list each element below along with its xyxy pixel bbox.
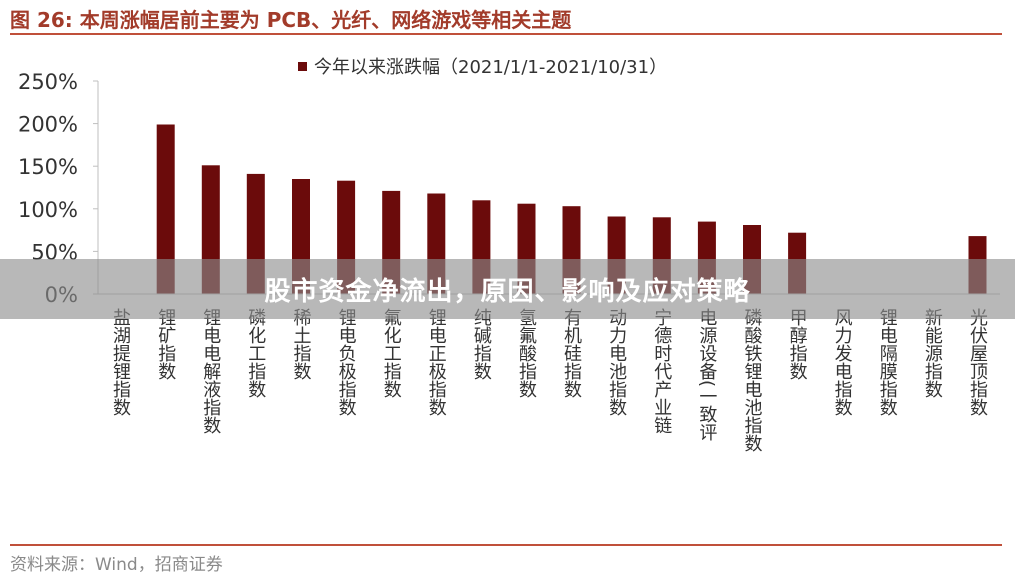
x-tick-label: 风力发电指数 — [832, 308, 853, 416]
x-tick-label: 电源设备(一致评 — [696, 308, 717, 441]
title-rule — [10, 33, 1002, 35]
bar — [156, 124, 175, 294]
source-note: 资料来源：Wind，招商证券 — [10, 555, 223, 575]
figure-title: 图 26: 本周涨幅居前主要为 PCB、光纤、网络游戏等相关主题 — [10, 8, 572, 32]
x-tick-label: 光伏屋顶指数 — [967, 308, 988, 416]
y-tick-label: 150% — [18, 155, 78, 179]
x-tick-label: 氢氟酸指数 — [516, 308, 537, 398]
chart-legend: 今年以来涨跌幅（2021/1/1-2021/10/31） — [298, 57, 667, 78]
y-tick-label: 250% — [18, 70, 78, 94]
x-tick-label: 锂电隔膜指数 — [877, 308, 898, 416]
banner-text: 股市资金净流出，原因、影响及应对策略 — [264, 276, 751, 307]
x-tick-label: 宁德时代产业链 — [651, 308, 672, 434]
x-tick-label: 锂电电解液指数 — [200, 308, 221, 434]
x-tick-label: 磷化工指数 — [245, 308, 266, 398]
x-tick-label: 甲醇指数 — [787, 308, 808, 380]
x-tick-label: 盐湖提锂指数 — [110, 308, 131, 416]
legend-label: 今年以来涨跌幅（2021/1/1-2021/10/31） — [314, 57, 667, 78]
x-tick-label: 锂电负极指数 — [336, 308, 357, 416]
x-tick-label: 新能源指数 — [922, 308, 943, 398]
x-tick-label: 锂电正极指数 — [426, 308, 447, 416]
y-tick-label: 100% — [18, 198, 78, 222]
x-tick-label: 稀土指数 — [291, 308, 312, 380]
footer-rule — [10, 544, 1002, 546]
x-tick-label: 氟化工指数 — [381, 308, 402, 398]
x-tick-label: 磷酸铁锂电池指数 — [742, 308, 763, 452]
bar-chart: 今年以来涨跌幅（2021/1/1-2021/10/31） 0%50%100%15… — [18, 57, 1000, 452]
x-tick-label: 有机硅指数 — [561, 308, 582, 398]
overlay-banner: 股市资金净流出，原因、影响及应对策略 — [0, 259, 1015, 319]
x-axis-labels: 盐湖提锂指数 锂矿指数 锂电电解液指数 磷化工指数 稀土指数 锂电负极指数 氟化工指数 锂电正… — [110, 308, 988, 452]
x-tick-label: 动力电池指数 — [606, 308, 627, 416]
x-tick-label: 锂矿指数 — [155, 308, 176, 380]
legend-swatch — [298, 62, 307, 71]
x-tick-label: 纯碱指数 — [471, 308, 492, 380]
y-tick-label: 200% — [18, 113, 78, 137]
